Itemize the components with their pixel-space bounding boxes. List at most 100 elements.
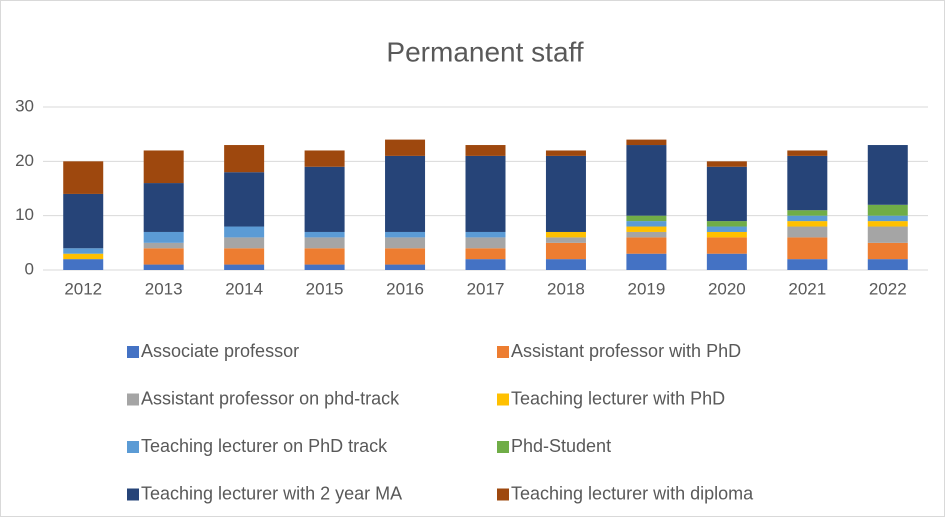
bar-segment <box>143 248 184 265</box>
bar-segment <box>63 193 104 249</box>
legend-swatch <box>127 441 139 453</box>
x-tick-label: 2022 <box>869 279 907 298</box>
legend-label: Assistant professor with PhD <box>511 341 741 361</box>
bar-segment <box>787 215 828 222</box>
bar-segment <box>867 226 908 243</box>
x-tick-label: 2013 <box>145 279 183 298</box>
bar-segment <box>867 215 908 222</box>
legend-swatch <box>127 393 139 406</box>
bar-segment <box>224 237 265 249</box>
bar-segment <box>706 253 747 270</box>
bar-segment <box>787 210 828 216</box>
x-tick-label: 2017 <box>467 279 505 298</box>
bar-segment <box>706 231 747 238</box>
bar-segment <box>143 242 184 249</box>
bar-segment <box>385 237 426 249</box>
bar-segment <box>545 242 586 260</box>
bar-segment <box>706 237 747 254</box>
bar-segment <box>706 221 747 227</box>
bar-segment <box>224 145 265 173</box>
bar-segment <box>465 248 506 260</box>
legend-swatch <box>127 488 139 501</box>
x-tick-label: 2019 <box>627 279 665 298</box>
legend-swatch <box>497 393 509 406</box>
bar-segment <box>465 155 506 232</box>
legend-label: Teaching lecturer with PhD <box>511 388 725 408</box>
bar-segment <box>626 145 667 216</box>
x-tick-label: 2012 <box>64 279 102 298</box>
bar-segment <box>385 139 426 156</box>
y-tick-label: 30 <box>15 96 34 115</box>
y-tick-label: 0 <box>25 259 34 278</box>
legend-label: Associate professor <box>141 341 299 361</box>
bar-segment <box>143 150 184 184</box>
x-tick-label: 2018 <box>547 279 585 298</box>
bar-segment <box>787 155 828 211</box>
bar-segment <box>626 231 667 238</box>
bar-segment <box>545 259 586 270</box>
x-tick-label: 2020 <box>708 279 746 298</box>
legend-label: Teaching lecturer with diploma <box>511 483 754 503</box>
bar-segment <box>304 237 345 249</box>
bar-segment <box>465 145 506 156</box>
bar-segment <box>63 253 104 260</box>
bar-segment <box>304 248 345 265</box>
legend-label: Teaching lecturer with 2 year MA <box>141 483 402 503</box>
legend-label: Phd-Student <box>511 436 611 456</box>
bar-segment <box>304 231 345 238</box>
bar-segment <box>867 259 908 270</box>
bar-segment <box>385 248 426 265</box>
bar-segment <box>63 248 104 254</box>
bar-segment <box>867 145 908 205</box>
bar-segment <box>385 155 426 232</box>
legend-swatch <box>497 346 509 358</box>
y-tick-label: 10 <box>15 205 34 224</box>
bar-segment <box>787 237 828 260</box>
bar-segment <box>626 215 667 222</box>
bar-segment <box>224 226 265 238</box>
bar-segment <box>545 237 586 243</box>
bar-segment <box>545 155 586 232</box>
bar-segment <box>63 161 104 194</box>
chart-title: Permanent staff <box>386 36 583 67</box>
bar-segment <box>867 221 908 227</box>
bar-segment <box>626 253 667 270</box>
bar-segment <box>626 221 667 227</box>
legend-swatch <box>497 441 509 453</box>
bar-segment <box>143 264 184 270</box>
bar-segment <box>626 226 667 232</box>
bar-segment <box>304 264 345 270</box>
bar-segment <box>143 231 184 243</box>
bar-segment <box>706 166 747 222</box>
legend-label: Assistant professor on phd-track <box>141 388 400 408</box>
bar-segment <box>626 139 667 146</box>
bar-segment <box>787 226 828 238</box>
bar-segment <box>224 172 265 227</box>
y-tick-label: 20 <box>15 151 34 170</box>
bar-segment <box>706 226 747 232</box>
x-tick-label: 2016 <box>386 279 424 298</box>
x-tick-label: 2021 <box>788 279 826 298</box>
bar-segment <box>63 259 104 270</box>
legend-swatch <box>497 488 509 501</box>
bar-segment <box>787 150 828 156</box>
bar-segment <box>706 161 747 167</box>
bar-segment <box>787 259 828 270</box>
bar-segment <box>465 231 506 238</box>
bar-segment <box>224 264 265 270</box>
bar-segment <box>143 183 184 232</box>
bar-segment <box>787 221 828 227</box>
bar-segment <box>224 248 265 265</box>
legend-swatch <box>127 346 139 358</box>
bar-segment <box>626 237 667 254</box>
bar-segment <box>304 166 345 232</box>
bar-segment <box>545 231 586 238</box>
bar-segment <box>385 264 426 270</box>
bar-segment <box>545 150 586 156</box>
x-tick-label: 2015 <box>306 279 344 298</box>
bar-segment <box>304 150 345 167</box>
legend-label: Teaching lecturer on PhD track <box>141 436 388 456</box>
bar-segment <box>867 242 908 260</box>
bar-segment <box>867 204 908 216</box>
